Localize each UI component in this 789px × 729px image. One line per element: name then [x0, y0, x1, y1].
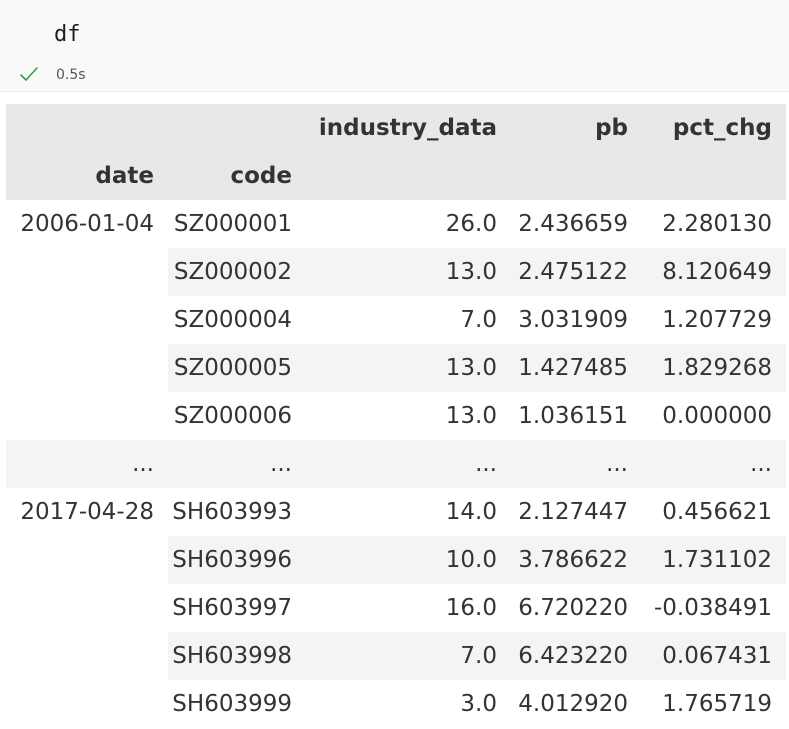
table-row: SZ000004 7.0 3.031909 1.207729 — [6, 296, 786, 344]
table-row: 2017-04-28 SH603993 14.0 2.127447 0.456621 — [6, 488, 786, 728]
index-code: SH603996 — [168, 536, 314, 584]
index-code: SZ000002 — [168, 248, 314, 296]
table-row: SZ000002 13.0 2.475122 8.120649 — [6, 248, 786, 296]
blank-header — [314, 152, 511, 200]
index-code: SZ000001 — [168, 200, 314, 248]
dataframe-body: 2006-01-04 SZ000001 26.0 2.436659 2.280130 SZ… — [6, 200, 786, 728]
cell-industry-data: 7.0 — [314, 632, 511, 680]
cell-pct-chg: 1.731102 — [642, 536, 786, 584]
cell-industry-data: 26.0 — [314, 200, 511, 248]
blank-header — [168, 104, 314, 152]
cell-pb: 1.036151 — [511, 392, 642, 440]
index-code: SH603998 — [168, 632, 314, 680]
cell-pb: 3.786622 — [511, 536, 642, 584]
ellipsis-date: ... — [6, 440, 168, 488]
blank-header — [6, 104, 168, 152]
cell-pb: 2.436659 — [511, 200, 642, 248]
column-header-pb: pb — [511, 104, 642, 152]
table-row: SH603999 3.0 4.012920 1.765719 — [6, 680, 786, 728]
cell-pb: 4.012920 — [511, 680, 642, 728]
index-code: SZ000006 — [168, 392, 314, 440]
index-code: SH603993 — [168, 488, 314, 536]
ellipsis-pb: ... — [511, 440, 642, 488]
index-name-row: date code — [6, 152, 786, 200]
index-code: SH603997 — [168, 584, 314, 632]
execution-time: 0.5s — [56, 67, 86, 83]
check-icon — [20, 67, 38, 81]
cell-industry-data: 13.0 — [314, 392, 511, 440]
cell-pb: 6.720220 — [511, 584, 642, 632]
cell-industry-data: 16.0 — [314, 584, 511, 632]
column-header-row: industry_data pb pct_chg — [6, 104, 786, 152]
cell-industry-data: 7.0 — [314, 296, 511, 344]
cell-pct-chg: 0.067431 — [642, 632, 786, 680]
cell-pct-chg: 0.456621 — [642, 488, 786, 536]
ellipsis-pct-chg: ... — [642, 440, 786, 488]
cell-pct-chg: 1.829268 — [642, 344, 786, 392]
cell-industry-data: 13.0 — [314, 344, 511, 392]
code-text[interactable]: df — [54, 22, 81, 47]
cell-pct-chg: 0.000000 — [642, 392, 786, 440]
cell-industry-data: 10.0 — [314, 536, 511, 584]
column-header-pct-chg: pct_chg — [642, 104, 786, 152]
index-name-code: code — [168, 152, 314, 200]
cell-pb: 2.475122 — [511, 248, 642, 296]
index-code: SZ000004 — [168, 296, 314, 344]
table-row: 2006-01-04 SZ000001 26.0 2.436659 2.280130 — [6, 200, 786, 440]
cell-pct-chg: 1.207729 — [642, 296, 786, 344]
ellipsis-industry-data: ... — [314, 440, 511, 488]
cell-pct-chg: -0.038491 — [642, 584, 786, 632]
cell-pb: 6.423220 — [511, 632, 642, 680]
cell-status-bar: 0.5s — [0, 58, 789, 92]
code-cell[interactable]: df — [0, 0, 789, 58]
cell-industry-data: 14.0 — [314, 488, 511, 536]
table-row: SZ000006 13.0 1.036151 0.000000 — [6, 392, 786, 440]
dataframe-table: industry_data pb pct_chg date code 2006-… — [6, 104, 786, 728]
index-date: 2017-04-28 — [6, 488, 168, 728]
cell-pct-chg: 1.765719 — [642, 680, 786, 728]
table-row: SH603996 10.0 3.786622 1.731102 — [6, 536, 786, 584]
cell-pb: 1.427485 — [511, 344, 642, 392]
ellipsis-row: ............... — [6, 440, 786, 488]
column-header-industry-data: industry_data — [314, 104, 511, 152]
cell-pb: 2.127447 — [511, 488, 642, 536]
table-row: SH603997 16.0 6.720220 -0.038491 — [6, 584, 786, 632]
index-code: SZ000005 — [168, 344, 314, 392]
cell-pct-chg: 8.120649 — [642, 248, 786, 296]
index-code: SH603999 — [168, 680, 314, 728]
blank-header — [511, 152, 642, 200]
index-date: 2006-01-04 — [6, 200, 168, 440]
table-row: SH603998 7.0 6.423220 0.067431 — [6, 632, 786, 680]
cell-industry-data: 13.0 — [314, 248, 511, 296]
table-row: SZ000005 13.0 1.427485 1.829268 — [6, 344, 786, 392]
cell-industry-data: 3.0 — [314, 680, 511, 728]
ellipsis-code: ... — [168, 440, 314, 488]
index-name-date: date — [6, 152, 168, 200]
cell-pct-chg: 2.280130 — [642, 200, 786, 248]
cell-pb: 3.031909 — [511, 296, 642, 344]
blank-header — [642, 152, 786, 200]
